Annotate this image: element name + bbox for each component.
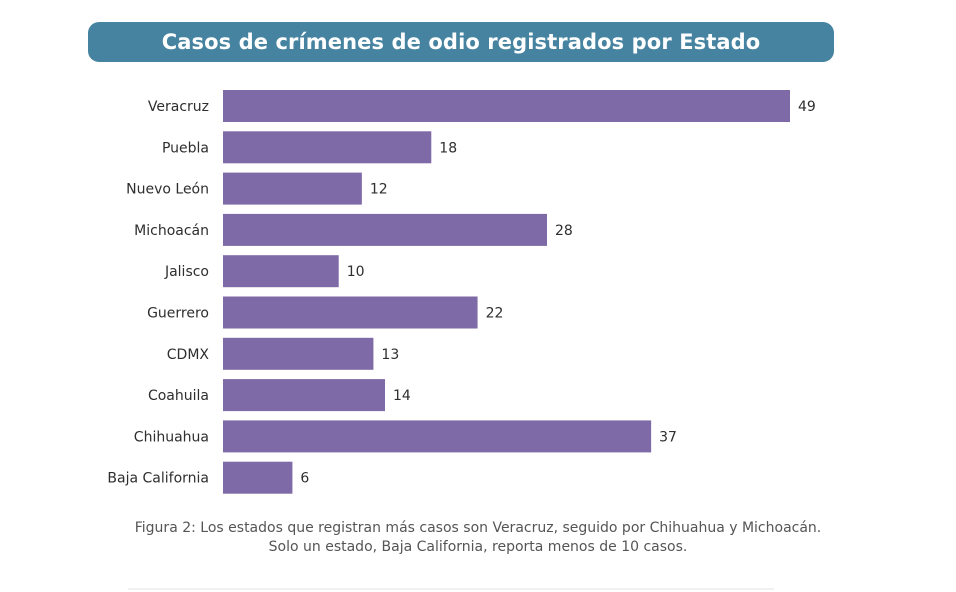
category-label-nuevo-leon: Nuevo León <box>126 182 209 198</box>
bar-cdmx <box>223 337 374 370</box>
category-label-veracruz: Veracruz <box>148 99 209 115</box>
value-label-baja-california: 6 <box>300 471 309 487</box>
figure-caption-line-2: Solo un estado, Baja California, reporta… <box>268 539 688 555</box>
category-label-guerrero: Guerrero <box>147 306 209 322</box>
bar-veracruz <box>223 90 790 122</box>
category-label-michoacan: Michoacán <box>134 223 209 239</box>
bar-nuevo-leon <box>223 172 362 205</box>
category-label-puebla: Puebla <box>162 140 209 156</box>
bar-puebla <box>223 131 432 164</box>
value-label-coahuila: 14 <box>393 388 411 404</box>
category-label-baja-california: Baja California <box>107 471 209 487</box>
value-label-chihuahua: 37 <box>659 429 677 445</box>
bar-coahuila <box>223 379 385 412</box>
category-label-chihuahua: Chihuahua <box>134 429 209 445</box>
value-label-cdmx: 13 <box>381 347 399 363</box>
value-label-jalisco: 10 <box>347 264 365 280</box>
figure-caption-line-1: Figura 2: Los estados que registran más … <box>134 520 822 536</box>
chart-title-banner: Casos de crímenes de odio registrados po… <box>88 22 834 62</box>
value-label-nuevo-leon: 12 <box>370 182 388 198</box>
bar-baja-california <box>223 461 293 494</box>
bar-guerrero <box>223 296 478 329</box>
value-label-michoacan: 28 <box>555 223 573 239</box>
value-label-veracruz: 49 <box>798 99 816 115</box>
value-label-guerrero: 22 <box>486 306 504 322</box>
divider <box>128 588 774 590</box>
chart-title: Casos de crímenes de odio registrados po… <box>161 30 761 54</box>
category-label-coahuila: Coahuila <box>148 388 209 404</box>
bar-chart: Veracruz 49 Puebla 18 Nuevo León 12 Michoacán 2… <box>107 90 816 494</box>
category-label-jalisco: Jalisco <box>164 264 209 280</box>
bar-michoacan <box>223 213 547 246</box>
category-label-cdmx: CDMX <box>167 347 210 363</box>
bar-chihuahua <box>223 420 652 453</box>
value-label-puebla: 18 <box>439 140 457 156</box>
bar-jalisco <box>223 255 339 288</box>
